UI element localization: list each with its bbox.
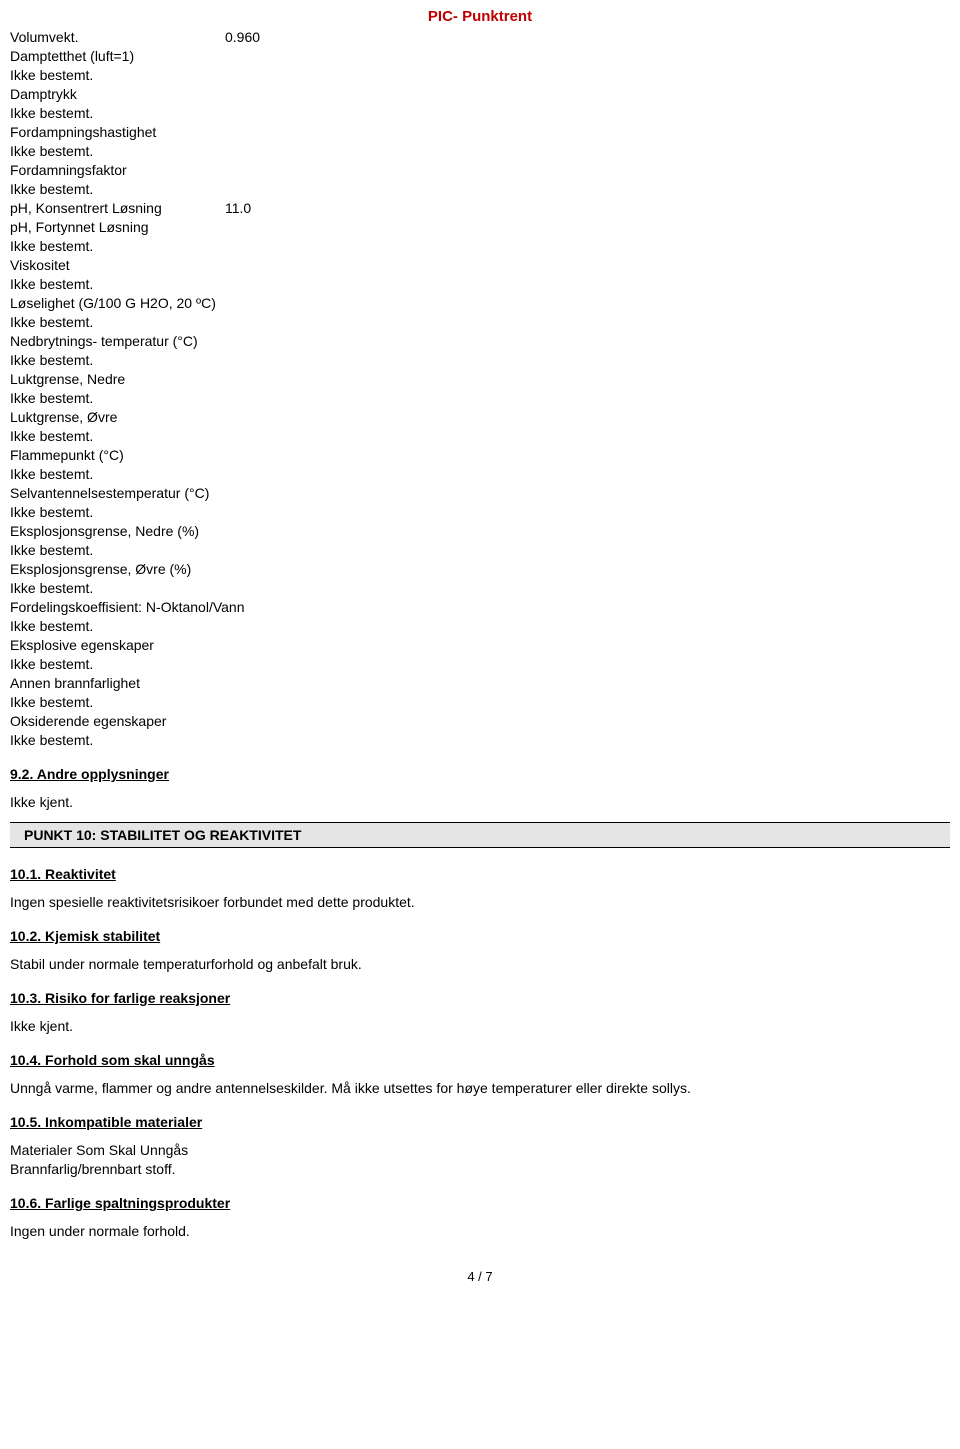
property-status: Ikke bestemt.	[10, 656, 950, 672]
property-label: Volumvekt.	[10, 29, 225, 45]
property-status: Ikke bestemt.	[10, 390, 950, 406]
section-10-title: PUNKT 10: STABILITET OG REAKTIVITET	[10, 822, 950, 848]
property-status: Ikke bestemt.	[10, 732, 950, 748]
section-10-2-text: Stabil under normale temperaturforhold o…	[10, 956, 950, 972]
section-10-5-line1: Materialer Som Skal Unngås	[10, 1142, 950, 1158]
property-status: Ikke bestemt.	[10, 694, 950, 710]
property-status: Ikke bestemt.	[10, 428, 950, 444]
section-10-3-heading: 10.3. Risiko for farlige reaksjoner	[10, 990, 950, 1006]
property-status: Ikke bestemt.	[10, 504, 950, 520]
property-label: Selvantennelsestemperatur (°C)	[10, 485, 950, 501]
property-status: Ikke bestemt.	[10, 542, 950, 558]
section-10-1-text: Ingen spesielle reaktivitetsrisikoer for…	[10, 894, 950, 910]
property-status: Ikke bestemt.	[10, 466, 950, 482]
section-10-5-line2: Brannfarlig/brennbart stoff.	[10, 1161, 950, 1177]
property-label: Annen brannfarlighet	[10, 675, 950, 691]
property-row: pH, Konsentrert Løsning11.0	[10, 200, 950, 216]
document-title: PIC- Punktrent	[10, 8, 950, 25]
section-10-5-heading: 10.5. Inkompatible materialer	[10, 1114, 950, 1130]
page-number: 4 / 7	[10, 1269, 950, 1284]
property-label: Damptetthet (luft=1)	[10, 48, 950, 64]
property-status: Ikke bestemt.	[10, 618, 950, 634]
property-label: Damptrykk	[10, 86, 950, 102]
section-10-2-heading: 10.2. Kjemisk stabilitet	[10, 928, 950, 944]
property-status: Ikke bestemt.	[10, 67, 950, 83]
property-label: pH, Konsentrert Løsning	[10, 200, 225, 216]
property-label: Eksplosjonsgrense, Nedre (%)	[10, 523, 950, 539]
property-row: Volumvekt.0.960	[10, 29, 950, 45]
property-label: Flammepunkt (°C)	[10, 447, 950, 463]
property-status: Ikke bestemt.	[10, 580, 950, 596]
property-label: Fordamningsfaktor	[10, 162, 950, 178]
property-status: Ikke bestemt.	[10, 143, 950, 159]
section-10-4-text: Unngå varme, flammer og andre antennelse…	[10, 1080, 950, 1096]
property-value: 0.960	[225, 29, 950, 45]
property-label: Oksiderende egenskaper	[10, 713, 950, 729]
property-status: Ikke bestemt.	[10, 276, 950, 292]
property-label: Viskositet	[10, 257, 950, 273]
property-status: Ikke bestemt.	[10, 181, 950, 197]
property-label: Løselighet (G/100 G H2O, 20 ºC)	[10, 295, 950, 311]
section-10-1-heading: 10.1. Reaktivitet	[10, 866, 950, 882]
property-label: Eksplosive egenskaper	[10, 637, 950, 653]
property-label: Fordampningshastighet	[10, 124, 950, 140]
section-9-2-text: Ikke kjent.	[10, 794, 950, 810]
property-label: Eksplosjonsgrense, Øvre (%)	[10, 561, 950, 577]
section-9-2-heading: 9.2. Andre opplysninger	[10, 766, 950, 782]
properties-list: Volumvekt.0.960 Damptetthet (luft=1) Ikke …	[10, 29, 950, 748]
property-label: Fordelingskoeffisient: N-Oktanol/Vann	[10, 599, 950, 615]
section-10-6-text: Ingen under normale forhold.	[10, 1223, 950, 1239]
property-status: Ikke bestemt.	[10, 352, 950, 368]
property-label: Luktgrense, Nedre	[10, 371, 950, 387]
property-value: 11.0	[225, 200, 950, 216]
section-10-6-heading: 10.6. Farlige spaltningsprodukter	[10, 1195, 950, 1211]
property-label: pH, Fortynnet Løsning	[10, 219, 950, 235]
property-status: Ikke bestemt.	[10, 314, 950, 330]
section-10-3-text: Ikke kjent.	[10, 1018, 950, 1034]
property-label: Nedbrytnings- temperatur (°C)	[10, 333, 950, 349]
property-status: Ikke bestemt.	[10, 238, 950, 254]
property-label: Luktgrense, Øvre	[10, 409, 950, 425]
section-10-4-heading: 10.4. Forhold som skal unngås	[10, 1052, 950, 1068]
property-status: Ikke bestemt.	[10, 105, 950, 121]
